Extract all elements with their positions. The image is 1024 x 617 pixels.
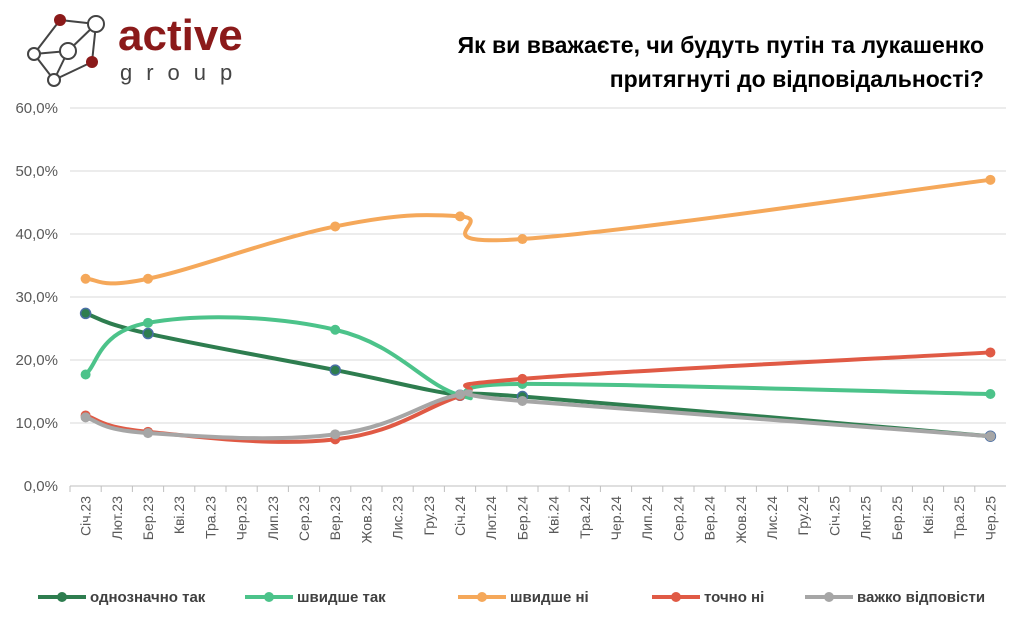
x-tick-label: Лис.24: [764, 496, 780, 540]
x-tick-label: Чер.23: [234, 496, 250, 541]
data-point: [143, 273, 153, 284]
x-tick-label: Січ.24: [452, 496, 468, 536]
data-point: [143, 317, 153, 328]
x-tick-label: Тра.24: [577, 496, 593, 539]
y-tick-label: 30,0%: [15, 289, 58, 306]
title-line-2: притягнуті до відповідальності?: [609, 66, 984, 92]
x-tick-label: Тра.25: [951, 496, 967, 539]
logo-brand: active: [118, 11, 243, 60]
x-tick-label: Кві.25: [920, 496, 936, 534]
legend-label: швидше ні: [510, 589, 589, 606]
chart-title: Як ви вважаєте, чи будуть путін та лукаш…: [344, 28, 984, 96]
data-point: [330, 221, 341, 232]
data-point: [455, 389, 465, 400]
x-tick-label: Лют.25: [858, 496, 874, 540]
data-point: [330, 429, 341, 440]
legend-marker: [477, 592, 487, 602]
data-point: [517, 373, 528, 384]
data-point: [80, 273, 91, 284]
x-tick-label: Вер.23: [327, 496, 343, 541]
x-tick-label: Бер.24: [514, 496, 530, 540]
data-point: [985, 174, 996, 185]
legend-marker: [824, 592, 834, 602]
y-tick-label: 0,0%: [24, 478, 58, 495]
legend-label: важко відповісти: [857, 589, 985, 606]
x-tick-label: Вер.24: [702, 496, 718, 541]
x-tick-label: Лют.24: [483, 496, 499, 540]
x-tick-label: Кві.24: [546, 496, 562, 534]
legend-marker: [264, 592, 274, 602]
x-tick-label: Тра.23: [202, 496, 218, 539]
x-tick-label: Січ.23: [78, 496, 94, 536]
legend-marker: [671, 592, 681, 602]
x-tick-label: Жов.24: [733, 496, 749, 544]
data-point: [330, 324, 341, 335]
data-point: [80, 412, 91, 423]
x-tick-label: Лют.23: [109, 496, 125, 540]
x-tick-label: Сер.24: [670, 496, 686, 541]
y-tick-label: 60,0%: [15, 100, 58, 117]
y-tick-label: 40,0%: [15, 226, 58, 243]
data-point: [79, 307, 92, 320]
legend-label: точно ні: [704, 589, 764, 606]
x-tick-label: Чер.25: [982, 496, 998, 541]
data-point: [142, 327, 154, 340]
title-line-1: Як ви вважаєте, чи будуть путін та лукаш…: [457, 32, 984, 58]
data-point: [80, 369, 91, 380]
data-point: [517, 395, 528, 406]
legend-label: швидше так: [297, 589, 386, 606]
series-line: [83, 311, 993, 439]
y-tick-label: 10,0%: [15, 415, 58, 432]
data-point: [517, 234, 528, 245]
x-tick-label: Бер.23: [140, 496, 156, 540]
x-tick-label: Лип.24: [639, 496, 655, 540]
data-point: [329, 364, 341, 376]
x-tick-label: Кві.23: [171, 496, 187, 534]
y-tick-label: 20,0%: [15, 352, 58, 369]
x-tick-label: Жов.23: [358, 496, 374, 544]
x-tick-label: Гру.23: [421, 496, 437, 536]
data-point: [985, 389, 996, 400]
x-tick-label: Чер.24: [608, 496, 624, 541]
x-tick-label: Лип.23: [265, 496, 281, 540]
series-line: [83, 177, 993, 286]
logo-sub: group: [120, 60, 246, 85]
x-tick-label: Січ.25: [826, 496, 842, 536]
data-point: [143, 428, 153, 439]
logo: active group: [27, 11, 246, 87]
legend-label: однозначно так: [90, 589, 206, 606]
x-tick-label: Бер.25: [889, 496, 905, 540]
legend-marker: [57, 592, 67, 602]
data-point: [985, 431, 996, 442]
y-tick-label: 50,0%: [15, 163, 58, 180]
data-point: [985, 347, 996, 358]
x-tick-label: Лис.23: [390, 496, 406, 540]
data-point: [455, 211, 465, 222]
x-tick-label: Гру.24: [795, 496, 811, 536]
x-tick-label: Сер.23: [296, 496, 312, 541]
